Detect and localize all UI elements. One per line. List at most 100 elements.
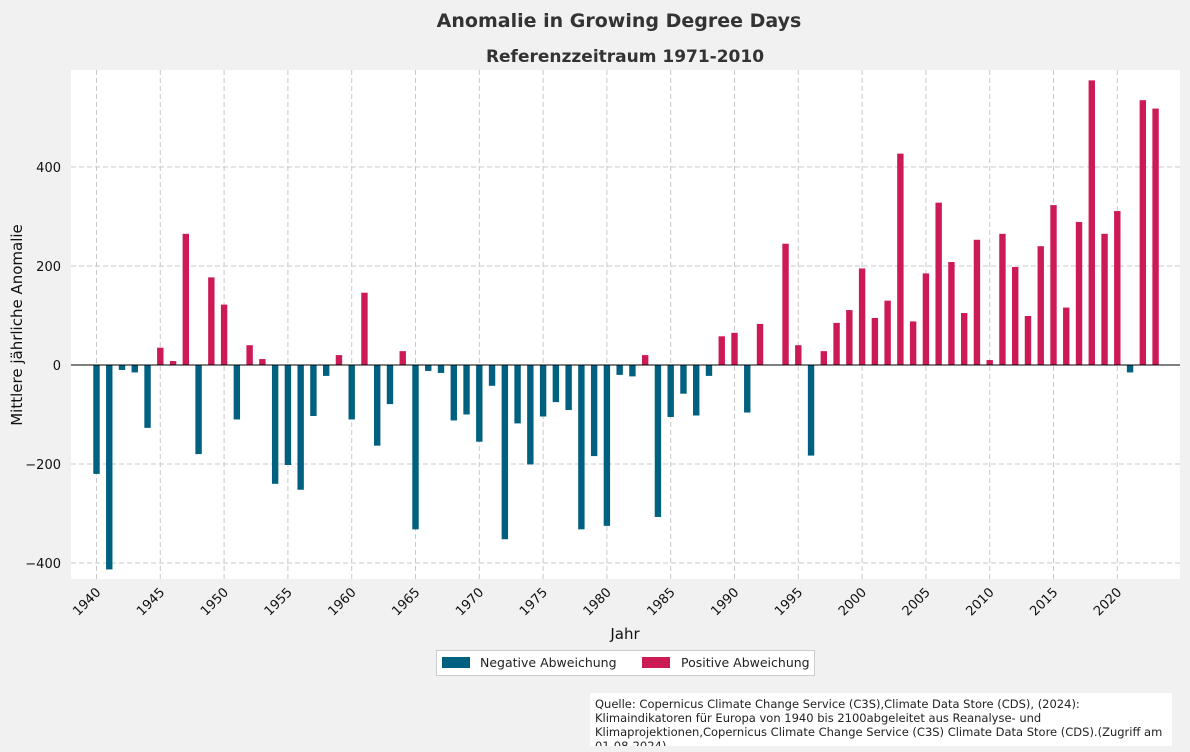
x-tick-label-1985: 1985 [645, 585, 679, 619]
legend-swatch-negative [442, 657, 470, 668]
x-tick-label-1970: 1970 [453, 585, 487, 619]
bar-1980 [603, 365, 611, 526]
bar-1945 [157, 347, 164, 365]
bar-1969 [463, 365, 470, 415]
bar-1988 [705, 365, 713, 376]
x-tick-label-2020: 2020 [1091, 585, 1125, 619]
bar-1984 [654, 365, 662, 517]
x-tick-label-1945: 1945 [134, 585, 168, 619]
bar-1978 [578, 365, 585, 530]
bar-1974 [527, 365, 534, 465]
x-axis-ticks: 1940 1945 1950 1955 1960 1965 1970 1975 1980 1985… [70, 585, 1125, 619]
x-axis-label: Jahr [609, 625, 640, 643]
x-tick-label-1955: 1955 [262, 585, 296, 619]
y-tick-label-400: 400 [36, 161, 61, 176]
bar-1953 [259, 359, 266, 365]
bar-1962 [374, 365, 381, 446]
bar-1952 [246, 345, 253, 365]
chart-title: Anomalie in Growing Degree Days [437, 10, 802, 32]
bar-2001 [871, 317, 879, 365]
bar-1967 [437, 365, 445, 373]
bar-1957 [310, 365, 317, 416]
bar-1987 [693, 365, 700, 416]
legend: Negative Abweichung Positive Abweichung [436, 650, 815, 676]
y-axis-label: Mittlere jährliche Anomalie [8, 224, 26, 426]
bar-2021 [1126, 365, 1134, 373]
bar-1942 [118, 365, 126, 370]
x-tick-label-2000: 2000 [836, 585, 870, 619]
bar-2014 [1037, 246, 1044, 365]
bar-2002 [884, 300, 891, 365]
legend-box [436, 650, 815, 676]
bar-1996 [807, 365, 815, 456]
bar-1951 [233, 365, 241, 420]
bar-1975 [539, 365, 547, 417]
bar-1971 [488, 365, 496, 386]
bar-1968 [450, 365, 457, 421]
bar-1960 [348, 365, 355, 420]
bar-1999 [846, 310, 853, 365]
bar-2018 [1088, 80, 1095, 365]
bar-1959 [335, 355, 343, 365]
bar-1994 [782, 243, 789, 365]
x-tick-label-1950: 1950 [198, 585, 232, 619]
bar-2008 [960, 313, 968, 365]
bar-1986 [680, 365, 687, 394]
bar-1964 [399, 351, 406, 365]
bar-1949 [208, 277, 215, 365]
bar-2017 [1075, 221, 1083, 365]
y-tick-label-200: 200 [36, 260, 61, 275]
bar-1979 [590, 365, 598, 457]
bar-1991 [744, 365, 751, 413]
bar-2000 [858, 268, 866, 365]
bar-1990 [731, 332, 738, 365]
bar-2016 [1063, 307, 1070, 365]
x-tick-label-1995: 1995 [772, 585, 806, 619]
bar-2022 [1139, 100, 1147, 366]
x-tick-label-1980: 1980 [581, 585, 615, 619]
bar-1970 [476, 365, 483, 442]
bar-1989 [718, 336, 725, 365]
y-axis-ticks: −400 −200 0 200 400 [25, 161, 61, 572]
bar-2011 [999, 233, 1006, 365]
bar-2023 [1152, 108, 1159, 365]
x-tick-label-1960: 1960 [326, 585, 360, 619]
bar-1955 [284, 365, 292, 465]
bar-1956 [297, 365, 304, 490]
bar-1948 [195, 365, 202, 455]
bar-1946 [169, 361, 177, 365]
bar-2005 [922, 273, 930, 365]
y-tick-label-0: 0 [53, 359, 61, 374]
bar-2010 [986, 360, 993, 365]
bar-1965 [412, 365, 419, 530]
bar-1961 [361, 292, 368, 365]
bar-2012 [1012, 266, 1019, 365]
bar-1977 [565, 365, 572, 411]
bar-2013 [1024, 315, 1032, 365]
bar-1966 [425, 365, 432, 371]
bar-1940 [93, 365, 100, 474]
bar-2007 [948, 262, 955, 365]
plot-area [71, 70, 1180, 579]
bar-2015 [1050, 205, 1057, 365]
bar-1985 [667, 365, 674, 417]
bar-2003 [897, 153, 904, 365]
bar-1983 [641, 355, 649, 365]
bar-1950 [220, 304, 228, 365]
bar-1947 [182, 233, 190, 365]
bar-1976 [552, 365, 560, 403]
bars [93, 80, 1159, 570]
bar-1982 [629, 365, 636, 377]
bar-1998 [833, 322, 840, 365]
y-tick-label--200: −200 [25, 458, 61, 473]
bar-2020 [1114, 211, 1121, 365]
x-tick-label-2005: 2005 [900, 585, 934, 619]
legend-label-negative: Negative Abweichung [480, 655, 617, 670]
bar-2006 [935, 202, 942, 365]
bar-1992 [756, 323, 764, 365]
grid-lines [71, 70, 1180, 579]
bar-1981 [616, 365, 623, 375]
bar-1944 [144, 365, 151, 428]
bar-1995 [795, 345, 802, 365]
